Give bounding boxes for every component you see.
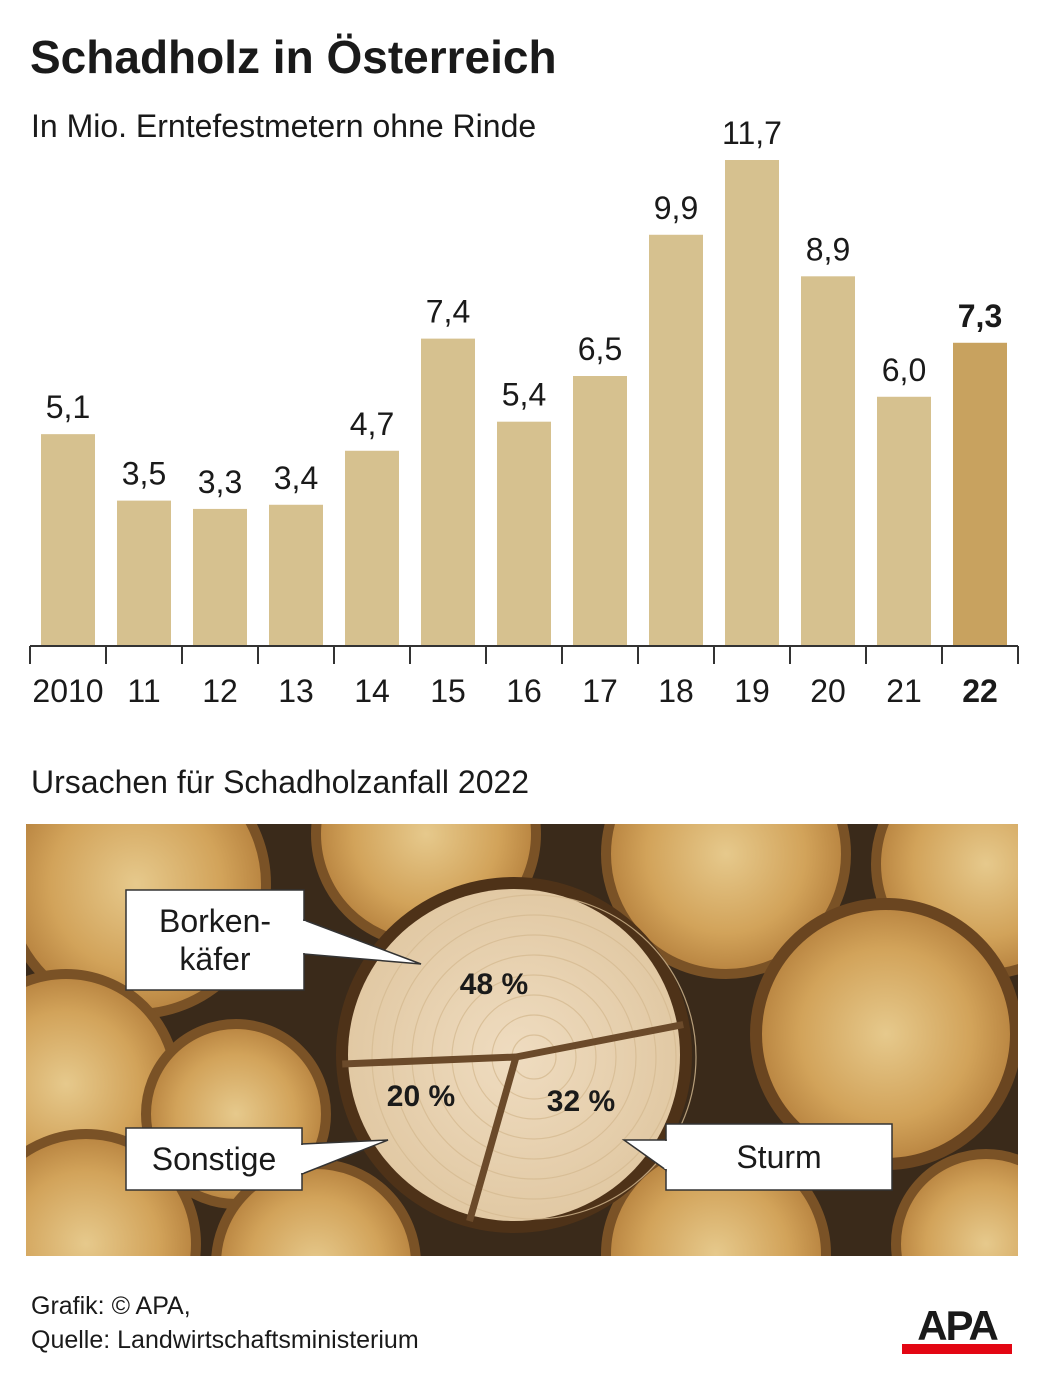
pie-divider	[515, 1021, 684, 1061]
pie-callout: Borken-käfer	[125, 889, 422, 991]
footer-credit: Grafik: © APA,	[31, 1292, 191, 1320]
pie-slice-value: 48 %	[460, 968, 528, 1001]
tree-ring	[391, 914, 677, 1200]
pie-slice-value: 32 %	[547, 1085, 615, 1118]
pie-slice-label: käfer	[179, 941, 250, 977]
bar-18	[649, 234, 703, 646]
x-tick-label: 16	[506, 673, 542, 709]
pie-slice-value: 20 %	[387, 1080, 455, 1113]
bar-20	[801, 276, 855, 646]
value-labels-group: 5,1 3,5 3,3 3,4 4,7 7,4 5,4 6,5 9,9 11,7 8,9 6,0 7,3	[46, 115, 1002, 500]
bar-value-label: 6,0	[882, 352, 926, 388]
bar-17	[573, 376, 627, 646]
bar-value-label: 9,9	[654, 190, 698, 226]
x-tick-label: 13	[278, 673, 314, 709]
bar-value-label: 8,9	[806, 231, 850, 267]
bar-value-label: 3,5	[122, 456, 166, 492]
bar-chart: 5,1 3,5 3,3 3,4 4,7 7,4 5,4 6,5 9,9 11,7 8,9 6,0 7,3…	[29, 115, 1019, 709]
bar-15	[421, 338, 475, 646]
apa-logo-text: APA	[917, 1302, 998, 1349]
bar-12	[193, 508, 247, 646]
pie-callout: Sturm	[621, 1123, 893, 1191]
footer-source: Quelle: Landwirtschaftsministerium	[31, 1326, 419, 1354]
x-axis-ticks	[29, 646, 1019, 664]
pie-divider	[342, 1053, 517, 1068]
x-tick-label: 19	[734, 673, 770, 709]
bar-value-label: 3,4	[274, 460, 318, 496]
pie-slice-label: Sonstige	[152, 1141, 277, 1177]
x-tick-label: 18	[658, 673, 694, 709]
pie-slice-label: Borken-	[159, 903, 271, 939]
bar-13	[269, 504, 323, 646]
pie-value-labels: 48 % 32 % 20 %	[387, 968, 615, 1118]
pie-chart-title: Ursachen für Schadholzanfall 2022	[31, 764, 530, 800]
chart-subtitle: In Mio. Erntefestmetern ohne Rinde	[31, 108, 537, 144]
bar-14	[345, 450, 399, 646]
bar-11	[117, 500, 171, 646]
bar-value-label: 4,7	[350, 406, 394, 442]
bar-value-label: 3,3	[198, 464, 242, 500]
chart-title: Schadholz in Österreich	[30, 31, 557, 83]
bar-2010	[41, 434, 95, 646]
apa-logo: APA	[902, 1302, 1012, 1354]
pie-divider	[466, 1056, 520, 1223]
x-tick-label: 21	[886, 673, 922, 709]
tree-ring	[411, 934, 657, 1180]
bar-value-label: 5,1	[46, 389, 90, 425]
bar-21	[877, 396, 931, 646]
bar-value-label: 7,4	[426, 294, 470, 330]
bar-value-label: 7,3	[958, 298, 1002, 334]
tree-ring	[371, 894, 697, 1220]
bar-value-label: 5,4	[502, 377, 546, 413]
pie-slice-label: Sturm	[736, 1139, 821, 1175]
bar-19	[725, 160, 779, 646]
pie-dividers	[342, 1021, 684, 1223]
bar-value-label: 6,5	[578, 331, 622, 367]
log-pile-decoration	[26, 824, 1018, 1256]
bars-group	[41, 160, 1007, 646]
pie-chart-panel: 48 % 32 % 20 % Borken-käfer Sturm Sonstige	[26, 824, 1018, 1256]
bar-22	[953, 342, 1007, 646]
x-tick-label: 17	[582, 673, 618, 709]
pie-callouts: Borken-käfer Sturm Sonstige	[125, 889, 893, 1191]
x-tick-label: 2010	[32, 673, 103, 709]
x-tick-label: 11	[127, 673, 160, 709]
callout-box	[125, 889, 305, 991]
pie-callout: Sonstige	[125, 1127, 389, 1191]
x-tick-label: 14	[354, 673, 390, 709]
x-tick-label: 12	[202, 673, 238, 709]
apa-logo-bar	[902, 1344, 1012, 1354]
bar-value-label: 11,7	[722, 115, 782, 151]
bar-16	[497, 421, 551, 646]
x-tick-label: 22	[962, 673, 998, 709]
x-tick-label: 15	[430, 673, 466, 709]
x-axis-tick-labels: 2010 11 12 13 14 15 16 17 18 19 20 21 22	[32, 673, 997, 709]
x-tick-label: 20	[810, 673, 846, 709]
